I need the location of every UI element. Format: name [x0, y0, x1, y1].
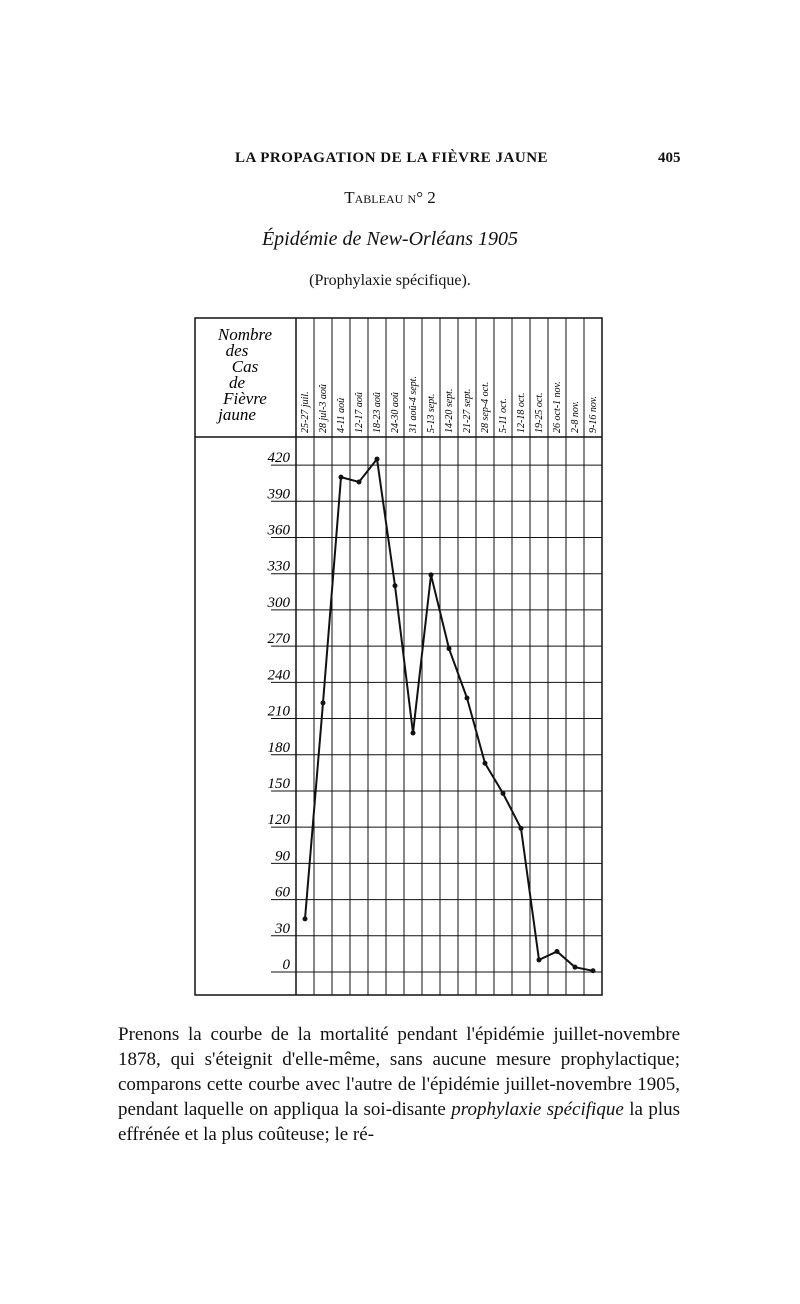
page-number: 405	[658, 150, 681, 166]
y-tick-label: 240	[268, 667, 291, 683]
paragraph-text: Prenons la courbe de la mortalité pendan…	[118, 1024, 680, 1120]
x-tick-label: 25-27 juil.	[300, 391, 311, 433]
data-point	[536, 957, 542, 963]
y-tick-label: 270	[268, 631, 291, 647]
y-axis-title: jaune	[216, 405, 256, 424]
data-point	[392, 583, 398, 589]
y-tick-label: 210	[268, 704, 291, 720]
x-tick-label: 5-13 sept.	[426, 394, 437, 433]
running-title: LA PROPAGATION DE LA FIÈVRE JAUNE	[235, 150, 549, 166]
y-tick-label: 90	[275, 848, 291, 864]
subtitle-text: Épidémie de New-Orléans 1905	[261, 228, 519, 250]
data-point	[500, 790, 506, 796]
data-point	[428, 572, 434, 578]
data-point	[446, 646, 452, 652]
note: (Prophylaxie spécifique).	[0, 272, 800, 290]
x-tick-label: 2-8 nov.	[570, 401, 581, 433]
x-tick-label: 26 oct-1 nov.	[552, 381, 563, 433]
data-point	[338, 474, 344, 480]
data-point	[302, 916, 308, 922]
y-axis-title: des	[226, 341, 249, 360]
chart-frame	[194, 317, 603, 996]
subtitle: Épidémie de New-Orléans 1905	[0, 228, 800, 251]
y-tick-label: 120	[268, 812, 291, 828]
data-point	[374, 456, 380, 462]
table-title: Tableau n° 2	[0, 188, 800, 208]
table-title-text: Tableau n° 2	[344, 188, 436, 207]
data-point	[572, 964, 578, 970]
paragraph: Prenons la courbe de la mortalité pendan…	[118, 1022, 680, 1147]
x-tick-label: 12-18 oct.	[516, 392, 527, 433]
y-axis-title: Cas	[232, 357, 259, 376]
x-tick-label: 5-11 oct.	[498, 398, 509, 433]
y-axis-title: de	[229, 373, 246, 392]
data-point	[464, 695, 470, 701]
y-tick-label: 180	[268, 740, 291, 756]
y-tick-label: 150	[268, 776, 291, 792]
data-point	[320, 700, 326, 706]
x-tick-label: 24-30 aoû	[390, 392, 401, 433]
x-tick-label: 18-23 aoû	[372, 392, 383, 433]
x-tick-label: 4-11 aoû	[336, 398, 347, 433]
data-point	[356, 479, 362, 485]
data-point	[554, 948, 560, 954]
x-tick-label: 12-17 aoû	[354, 392, 365, 433]
y-tick-label: 0	[283, 957, 291, 973]
y-tick-label: 300	[267, 595, 291, 611]
y-axis-title: Fièvre	[222, 389, 267, 408]
data-point	[590, 968, 596, 974]
paragraph-emphasis: prophylaxie spécifique	[451, 1099, 624, 1120]
y-tick-label: 360	[267, 523, 291, 539]
data-point	[410, 730, 416, 736]
y-tick-label: 30	[274, 921, 291, 937]
y-tick-label: 420	[268, 450, 291, 466]
y-tick-label: 330	[267, 559, 291, 575]
data-point	[482, 760, 488, 766]
y-tick-label: 390	[267, 486, 291, 502]
note-text: (Prophylaxie spécifique).	[309, 272, 471, 289]
x-tick-label: 28 sep-4 oct.	[480, 382, 491, 433]
data-line	[304, 456, 594, 972]
x-tick-label: 14-20 sept.	[444, 389, 455, 433]
paragraph-text: la plus effrénée et la plus coûteuse; le…	[118, 1099, 680, 1145]
x-tick-label: 28 jul-3 aoû	[318, 384, 329, 433]
x-tick-label: 21-27 sept.	[462, 389, 473, 433]
y-axis-title: Nombre	[217, 325, 273, 344]
y-tick-label: 60	[275, 885, 291, 901]
data-point	[518, 825, 524, 831]
x-tick-label: 31 aoû-4 sept.	[408, 376, 419, 434]
x-tick-label: 19-25 oct.	[534, 392, 545, 433]
x-tick-label: 9-16 nov.	[588, 396, 599, 433]
